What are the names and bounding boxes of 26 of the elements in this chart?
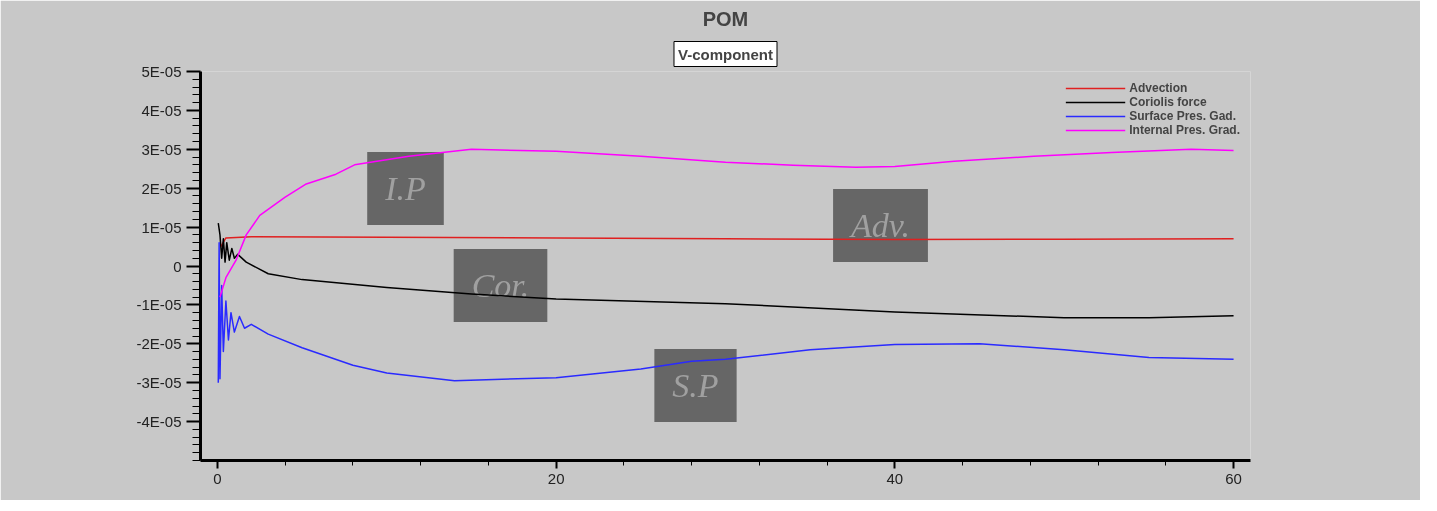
y-tick-label: 2E-05 <box>141 179 182 197</box>
y-tick-label: -4E-05 <box>136 413 182 431</box>
legend-label: Advection <box>1129 81 1188 95</box>
y-tick-label: 4E-05 <box>141 101 182 119</box>
chart-subtitle: V-component <box>678 45 774 63</box>
y-tick-label: 3E-05 <box>141 140 182 158</box>
annotation: S.P <box>672 367 719 404</box>
line-series <box>220 236 1235 248</box>
legend-label: Surface Pres. Gad. <box>1129 109 1236 123</box>
legend-label: Coriolis force <box>1129 95 1207 109</box>
annotation: Cor. <box>471 267 530 304</box>
line-series <box>219 148 1235 298</box>
x-tick-label: 0 <box>213 469 222 487</box>
y-tick-label: -3E-05 <box>136 374 182 392</box>
y-tick-label: 0 <box>173 257 182 275</box>
x-tick-label: 20 <box>547 469 565 487</box>
legend-label: Internal Pres. Grad. <box>1129 123 1240 137</box>
y-tick-label: -1E-05 <box>136 296 182 314</box>
y-tick-label: 1E-05 <box>141 218 182 236</box>
annotation: Adv. <box>849 207 910 244</box>
x-tick-label: 40 <box>886 469 904 487</box>
y-tick-label: -2E-05 <box>136 335 182 353</box>
chart-title: POM <box>702 7 749 30</box>
annotation: I.P <box>384 170 426 207</box>
y-tick-label: 5E-05 <box>141 63 182 80</box>
x-tick-label: 60 <box>1225 469 1242 487</box>
